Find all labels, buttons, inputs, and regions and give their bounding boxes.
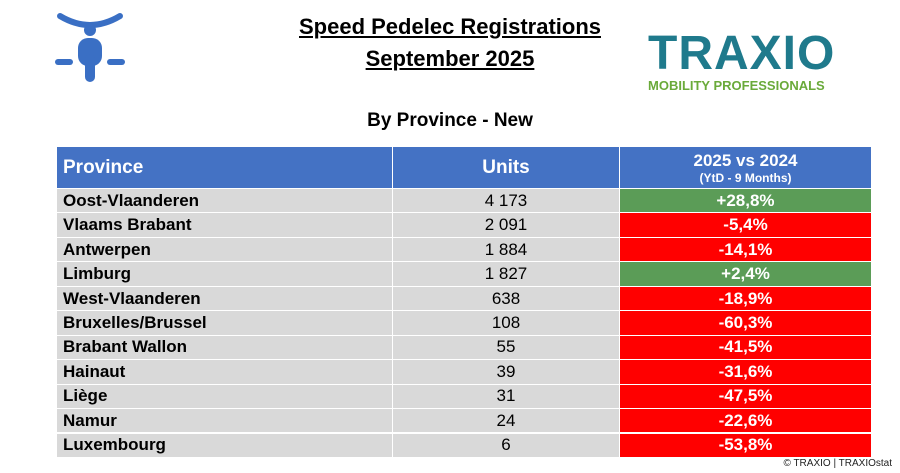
change-cell: -41,5% xyxy=(620,335,872,361)
header-change-main: 2025 vs 2024 xyxy=(693,150,798,170)
change-cell: -22,6% xyxy=(620,409,872,434)
footer: © TRAXIO | TRAXIOstat xyxy=(783,458,892,469)
header-change-sub: (YtD - 9 Months) xyxy=(699,170,792,185)
units-cell: 24 xyxy=(393,409,620,434)
change-cell: -31,6% xyxy=(620,360,872,385)
change-cell: -5,4% xyxy=(620,213,872,238)
header-units: Units xyxy=(393,147,620,189)
change-cell: -14,1% xyxy=(620,237,872,263)
title: Speed Pedelec Registrations xyxy=(299,14,601,39)
province-cell: Oost-Vlaanderen xyxy=(57,189,393,214)
change-cell: -53,8% xyxy=(620,433,872,458)
change-cell: -47,5% xyxy=(620,384,872,410)
cyclist-icon xyxy=(55,13,125,82)
header-change: 2025 vs 2024 (YtD - 9 Months) xyxy=(620,147,872,189)
units-cell: 2 091 xyxy=(393,213,620,238)
logo-tagline: MOBILITY PROFESSIONALS xyxy=(648,78,825,93)
header-province: Province xyxy=(57,147,393,189)
change-cell: -18,9% xyxy=(620,286,872,312)
province-cell: West-Vlaanderen xyxy=(57,286,393,312)
province-cell: Luxembourg xyxy=(57,433,393,458)
subtitle-date: September 2025 xyxy=(365,46,535,71)
units-cell: 31 xyxy=(393,384,620,410)
change-cell: +2,4% xyxy=(620,262,872,287)
logo-text: TRAXIO xyxy=(648,27,836,80)
units-cell: 4 173 xyxy=(393,189,620,214)
units-cell: 1 827 xyxy=(393,262,620,287)
province-cell: Hainaut xyxy=(57,360,393,385)
change-cell: +28,8% xyxy=(620,189,872,214)
province-cell: Limburg xyxy=(57,262,393,287)
province-cell: Vlaams Brabant xyxy=(57,213,393,238)
province-cell: Namur xyxy=(57,409,393,434)
province-cell: Bruxelles/Brussel xyxy=(57,311,393,336)
units-cell: 39 xyxy=(393,360,620,385)
province-cell: Liège xyxy=(57,384,393,410)
units-cell: 108 xyxy=(393,311,620,336)
units-cell: 6 xyxy=(393,433,620,458)
units-cell: 1 884 xyxy=(393,237,620,263)
province-cell: Antwerpen xyxy=(57,237,393,263)
units-cell: 638 xyxy=(393,286,620,312)
units-cell: 55 xyxy=(393,335,620,361)
province-cell: Brabant Wallon xyxy=(57,335,393,361)
change-cell: -60,3% xyxy=(620,311,872,336)
table-caption: By Province - New xyxy=(367,110,533,131)
